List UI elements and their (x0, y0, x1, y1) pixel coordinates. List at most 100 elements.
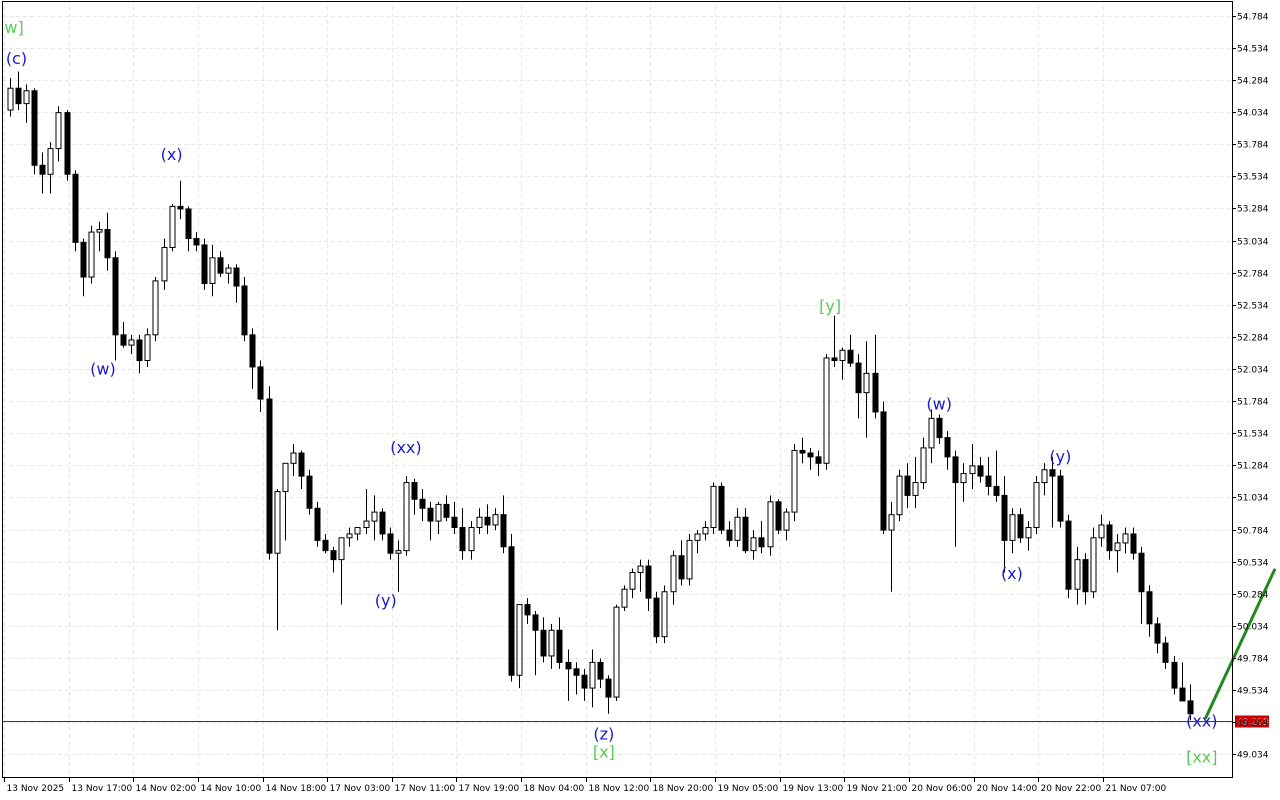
candle-bear (1049, 469, 1056, 477)
candle-bear (39, 164, 46, 175)
candle-bear (807, 452, 814, 458)
candle-bull (152, 280, 159, 336)
price-tick-label: 52.534 (1237, 302, 1269, 312)
candle-bull (621, 588, 628, 608)
candle-bull (589, 661, 596, 689)
candle-bull (7, 87, 14, 111)
candle-bear (1082, 559, 1089, 593)
price-tick-label: 53.534 (1237, 173, 1269, 183)
candle-bull (694, 533, 701, 541)
candle-bear (936, 417, 943, 439)
candle-bull (1098, 524, 1105, 539)
candle-bear (1065, 520, 1072, 590)
candle-bear (1187, 700, 1194, 715)
price-tick-label: 50.284 (1237, 591, 1269, 601)
time-tick-label: 18 Nov 04:00 (524, 784, 585, 794)
price-tick-label: 51.534 (1237, 430, 1269, 440)
candle-bull (767, 501, 774, 548)
candle-bull (960, 473, 967, 484)
price-tick-label: 52.034 (1237, 366, 1269, 376)
price-tick-label: 52.284 (1237, 334, 1269, 344)
candle-bull (23, 90, 30, 105)
candle-bear (605, 678, 612, 698)
price-tick-label: 53.034 (1237, 238, 1269, 248)
candle-bull (209, 257, 216, 284)
candle-bear (136, 339, 143, 362)
candle-bull (96, 229, 103, 233)
candle-bear (1179, 687, 1186, 702)
time-tick-label: 13 Nov 2025 (7, 784, 65, 794)
candle-bull (274, 491, 281, 554)
candle-bull (863, 372, 870, 394)
candle-bull (282, 462, 289, 493)
candle-bear (451, 516, 458, 529)
candle-bear (847, 349, 854, 364)
wave-label: (w) (90, 360, 116, 379)
time-tick-label: 20 Nov 06:00 (912, 784, 973, 794)
candle-bear (257, 366, 264, 400)
price-tick-label: 50.034 (1237, 623, 1269, 633)
candle-bear (1001, 494, 1008, 541)
candle-bear (379, 511, 386, 535)
candle-bull (920, 447, 927, 484)
candle-bull (169, 205, 176, 248)
candle-bear (427, 507, 434, 522)
candle-bull (548, 629, 555, 657)
price-tick-label: 51.034 (1237, 494, 1269, 504)
wave-label: (x) (1001, 564, 1023, 583)
candle-bear (855, 362, 862, 394)
candle-bear (64, 112, 71, 175)
current-price-tag (1235, 715, 1269, 728)
candle-bear (815, 456, 822, 464)
time-tick-label: 20 Nov 22:00 (1041, 784, 1102, 794)
candle-bear (718, 485, 725, 531)
candle-bear (742, 516, 749, 552)
candle-bull (1009, 514, 1016, 541)
candle-bull (928, 417, 935, 449)
candle-bear (645, 565, 652, 599)
candle-bull (363, 520, 370, 529)
candle-bear (80, 241, 87, 278)
candle-bear (799, 449, 806, 454)
candle-bull (888, 514, 895, 531)
candle-bear (944, 437, 951, 458)
price-tick-label: 51.284 (1237, 462, 1269, 472)
candle-bear (241, 285, 248, 336)
candle-bull (346, 533, 353, 539)
overlay-layer: 49.293w](c)(x)(w)(xx)(y)[y](w)(y)(x)(z)[… (2, 18, 1277, 767)
wave-label: (z) (593, 724, 614, 743)
candle-bull (750, 537, 757, 552)
candle-bear (201, 244, 208, 284)
candle-bear (678, 555, 685, 580)
wave-label: [xx] (1186, 748, 1217, 767)
candle-bear (411, 482, 418, 500)
candle-bull (1122, 533, 1129, 544)
candle-bear (185, 208, 192, 239)
wave-label: [y] (819, 297, 841, 316)
candle-bear (1146, 591, 1153, 625)
candle-bear (726, 529, 733, 541)
candle-bear (985, 475, 992, 487)
candle-bear (330, 550, 337, 561)
candle-bear (540, 629, 547, 657)
candle-bear (1106, 524, 1113, 552)
candlesticks (7, 71, 1194, 721)
candle-bull (734, 516, 741, 541)
time-tick-label: 18 Nov 12:00 (589, 784, 650, 794)
time-tick-label: 19 Nov 13:00 (783, 784, 844, 794)
time-tick-label: 21 Nov 07:00 (1106, 784, 1167, 794)
candle-bull (791, 449, 798, 513)
candle-bear (233, 267, 240, 287)
candle-bull (47, 148, 54, 175)
price-tick-label: 52.784 (1237, 270, 1269, 280)
candle-bear (573, 668, 580, 676)
wave-label: (y) (375, 591, 397, 610)
candle-bear (977, 465, 984, 477)
candle-bull (354, 527, 361, 535)
time-tick-label: 19 Nov 05:00 (718, 784, 779, 794)
candle-bear (306, 475, 313, 509)
candle-bear (31, 90, 38, 166)
candle-bear (904, 475, 911, 496)
